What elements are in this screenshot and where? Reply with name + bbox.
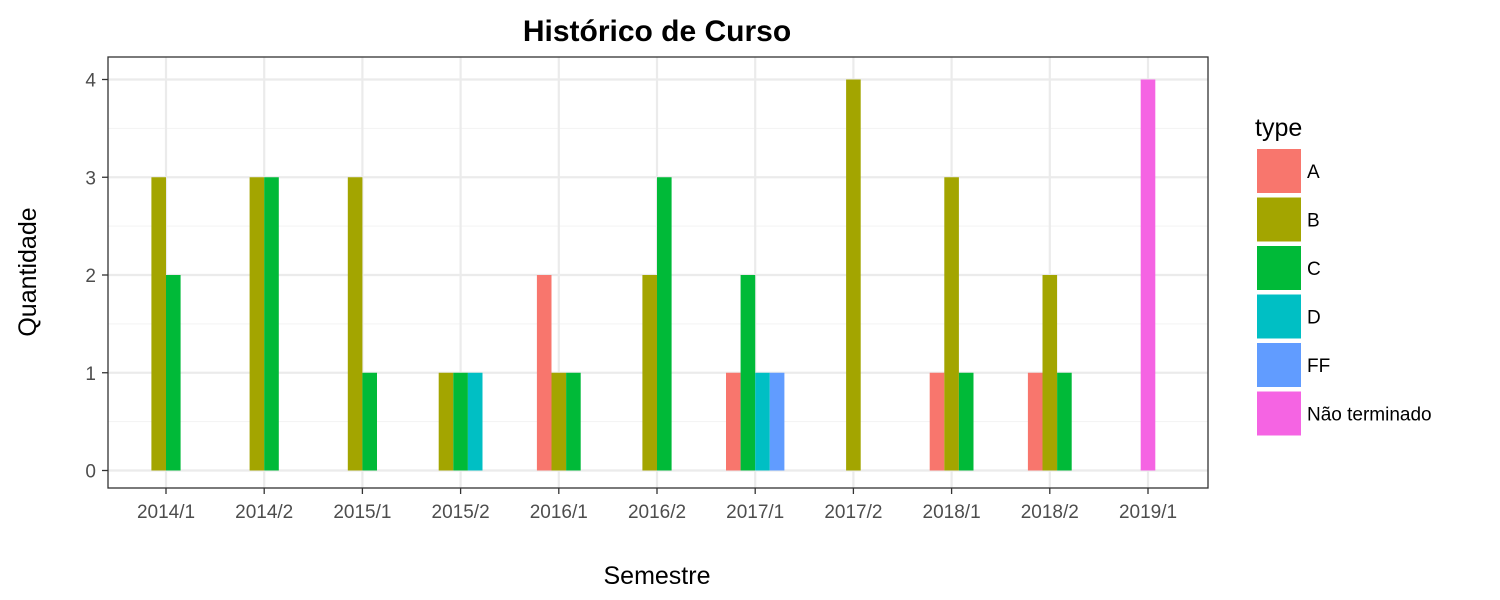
x-tick-label: 2014/2 <box>235 502 293 523</box>
bar <box>755 372 770 471</box>
x-axis: 2014/1 2014/2 2015/1 2015/2 2016/1 2016/2 2017… <box>137 488 1177 523</box>
legend-key <box>1257 197 1301 242</box>
bar <box>347 177 363 471</box>
y-tick-label: 2 <box>85 266 96 287</box>
bar <box>249 177 265 471</box>
bar <box>264 177 279 471</box>
bar <box>151 177 166 471</box>
bar <box>566 372 581 471</box>
y-tick-label: 3 <box>85 168 96 189</box>
bar <box>657 177 672 471</box>
x-axis-title: Semestre <box>604 562 711 590</box>
legend-key <box>1257 391 1301 436</box>
bar <box>929 372 945 471</box>
x-tick-label: 2017/1 <box>726 502 784 523</box>
bar <box>453 372 468 471</box>
bar <box>536 275 552 471</box>
bars <box>151 79 1156 471</box>
x-tick-label: 2019/1 <box>1119 502 1177 523</box>
legend-label: A <box>1307 162 1320 183</box>
x-tick-label: 2018/2 <box>1021 502 1079 523</box>
bar <box>846 79 861 471</box>
y-tick-label: 1 <box>85 364 96 385</box>
legend-label: Não terminado <box>1307 405 1432 426</box>
bar <box>166 275 181 471</box>
x-tick-label: 2016/1 <box>530 502 588 523</box>
bar <box>944 177 959 471</box>
legend-key <box>1257 343 1301 387</box>
x-tick-label: 2014/1 <box>137 502 195 523</box>
bar <box>1140 79 1156 471</box>
x-tick-label: 2018/1 <box>923 502 981 523</box>
legend-label: B <box>1307 211 1320 232</box>
legend-key <box>1257 149 1301 193</box>
y-tick-label: 4 <box>85 71 96 92</box>
x-tick-label: 2015/1 <box>333 502 391 523</box>
legend-key <box>1257 246 1301 290</box>
legend-title: type <box>1255 114 1302 142</box>
x-tick-label: 2017/2 <box>824 502 882 523</box>
legend-label: C <box>1307 259 1321 280</box>
legend: type A B C D FF Não terminado <box>1255 114 1432 436</box>
x-tick-label: 2016/2 <box>628 502 686 523</box>
y-axis: 0 1 2 3 4 <box>85 71 108 483</box>
legend-key <box>1257 294 1301 339</box>
bar <box>1057 372 1072 471</box>
bar <box>551 372 567 471</box>
plot-panel-border <box>107 56 1209 489</box>
bar <box>740 275 756 471</box>
bar <box>1042 275 1058 471</box>
bar <box>958 372 974 471</box>
bar <box>726 372 741 471</box>
y-axis-title: Quantidade <box>14 207 42 336</box>
bar <box>362 372 377 471</box>
y-tick-label: 0 <box>85 462 96 483</box>
legend-label: FF <box>1307 356 1330 377</box>
bar <box>438 372 454 471</box>
bar <box>769 372 785 471</box>
x-tick-label: 2015/2 <box>432 502 490 523</box>
bar <box>642 275 657 471</box>
chart-title: Histórico de Curso <box>523 15 791 48</box>
bar <box>467 372 483 471</box>
legend-label: D <box>1307 308 1321 329</box>
bar <box>1027 372 1043 471</box>
